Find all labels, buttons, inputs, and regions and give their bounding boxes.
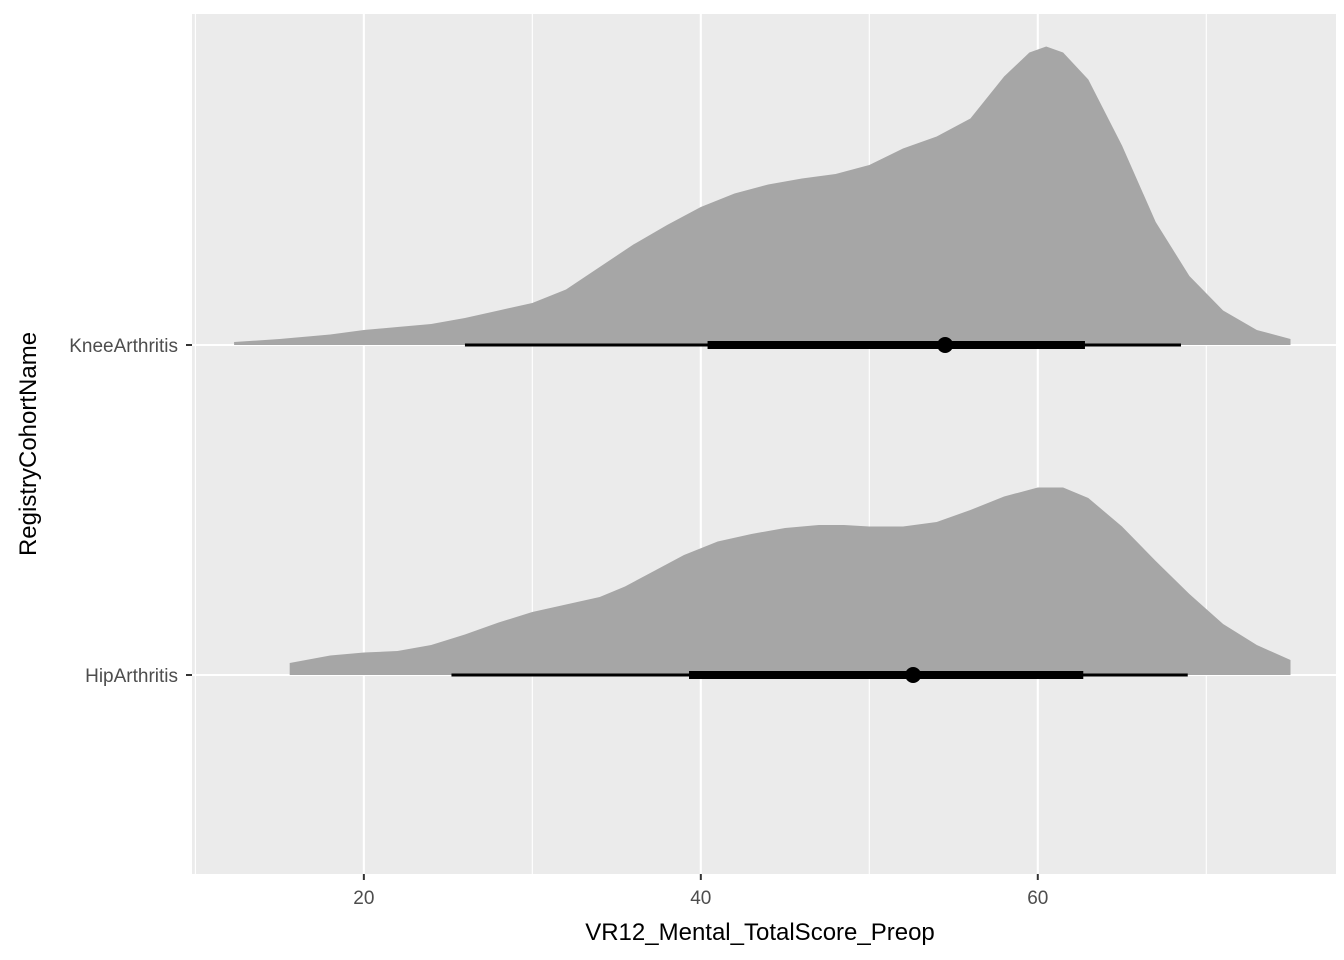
x-tick-label: 60 [1027,888,1048,909]
y-tick-label: KneeArthritis [69,336,178,357]
density-slab [234,46,1291,345]
x-tick-label: 20 [353,888,374,909]
density-slab [289,487,1291,675]
chart-marks [234,46,1291,683]
plot-panel [192,14,1336,874]
minor-gridlines [194,14,1207,874]
point-estimate [905,667,922,683]
y-tick-label: HipArthritis [85,666,178,687]
x-axis-title: VR12_Mental_TotalScore_Preop [585,919,935,946]
x-tick-label: 40 [690,888,711,909]
point-estimate [937,337,954,353]
y-axis-title: RegistryCohortName [15,332,42,556]
axes: 20 40 60 HipArthritis KneeArthritis [69,336,1048,909]
